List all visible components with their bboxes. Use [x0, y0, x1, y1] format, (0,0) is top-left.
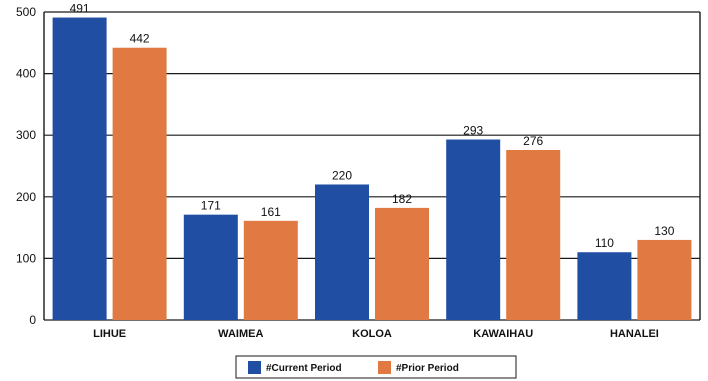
x-tick-label: HANALEI: [610, 328, 659, 340]
data-label: 276: [523, 134, 543, 148]
bar-waimea-current: [183, 214, 238, 320]
bar-waimea-prior: [243, 220, 298, 320]
bar-kawaihau-current: [446, 139, 501, 320]
y-tick-label: 0: [29, 313, 36, 327]
x-tick-label: WAIMEA: [218, 328, 263, 340]
data-label: 130: [654, 224, 674, 238]
legend: #Current Period #Prior Period: [235, 355, 517, 379]
legend-label: #Current Period: [266, 363, 342, 374]
legend-label: #Prior Period: [396, 363, 459, 374]
bars: [52, 17, 692, 321]
bar-lihue-prior: [112, 47, 167, 321]
data-label: 182: [392, 192, 412, 206]
data-label: 171: [201, 199, 221, 213]
data-label: 293: [463, 124, 483, 138]
x-axis-labels: LIHUE WAIMEA KOLOA KAWAIHAU HANALEI: [93, 328, 659, 340]
y-tick-label: 100: [16, 251, 36, 265]
data-labels: 491 442 171 161 220 182 293 276 110 130: [70, 2, 675, 251]
bar-lihue-current: [52, 17, 107, 320]
y-tick-label: 500: [16, 5, 36, 19]
bar-hanalei-current: [577, 252, 632, 320]
data-label: 442: [130, 32, 150, 46]
legend-swatch: [378, 361, 391, 374]
data-label: 491: [70, 2, 90, 16]
x-tick-label: LIHUE: [93, 328, 126, 340]
legend-box: [235, 355, 517, 379]
data-label: 220: [332, 168, 352, 182]
y-tick-label: 400: [16, 67, 36, 81]
bar-koloa-current: [315, 184, 369, 320]
legend-swatch: [248, 361, 261, 374]
bar-koloa-prior: [375, 207, 429, 320]
y-tick-label: 300: [16, 128, 36, 142]
y-tick-label: 200: [16, 190, 36, 204]
x-tick-label: KOLOA: [352, 328, 392, 340]
x-tick-label: KAWAIHAU: [473, 328, 533, 340]
bar-kawaihau-prior: [506, 149, 561, 320]
bar-hanalei-prior: [637, 239, 692, 320]
y-axis-ticks: 0 100 200 300 400 500: [16, 5, 36, 327]
data-label: 110: [595, 236, 614, 250]
data-label: 161: [261, 205, 281, 219]
